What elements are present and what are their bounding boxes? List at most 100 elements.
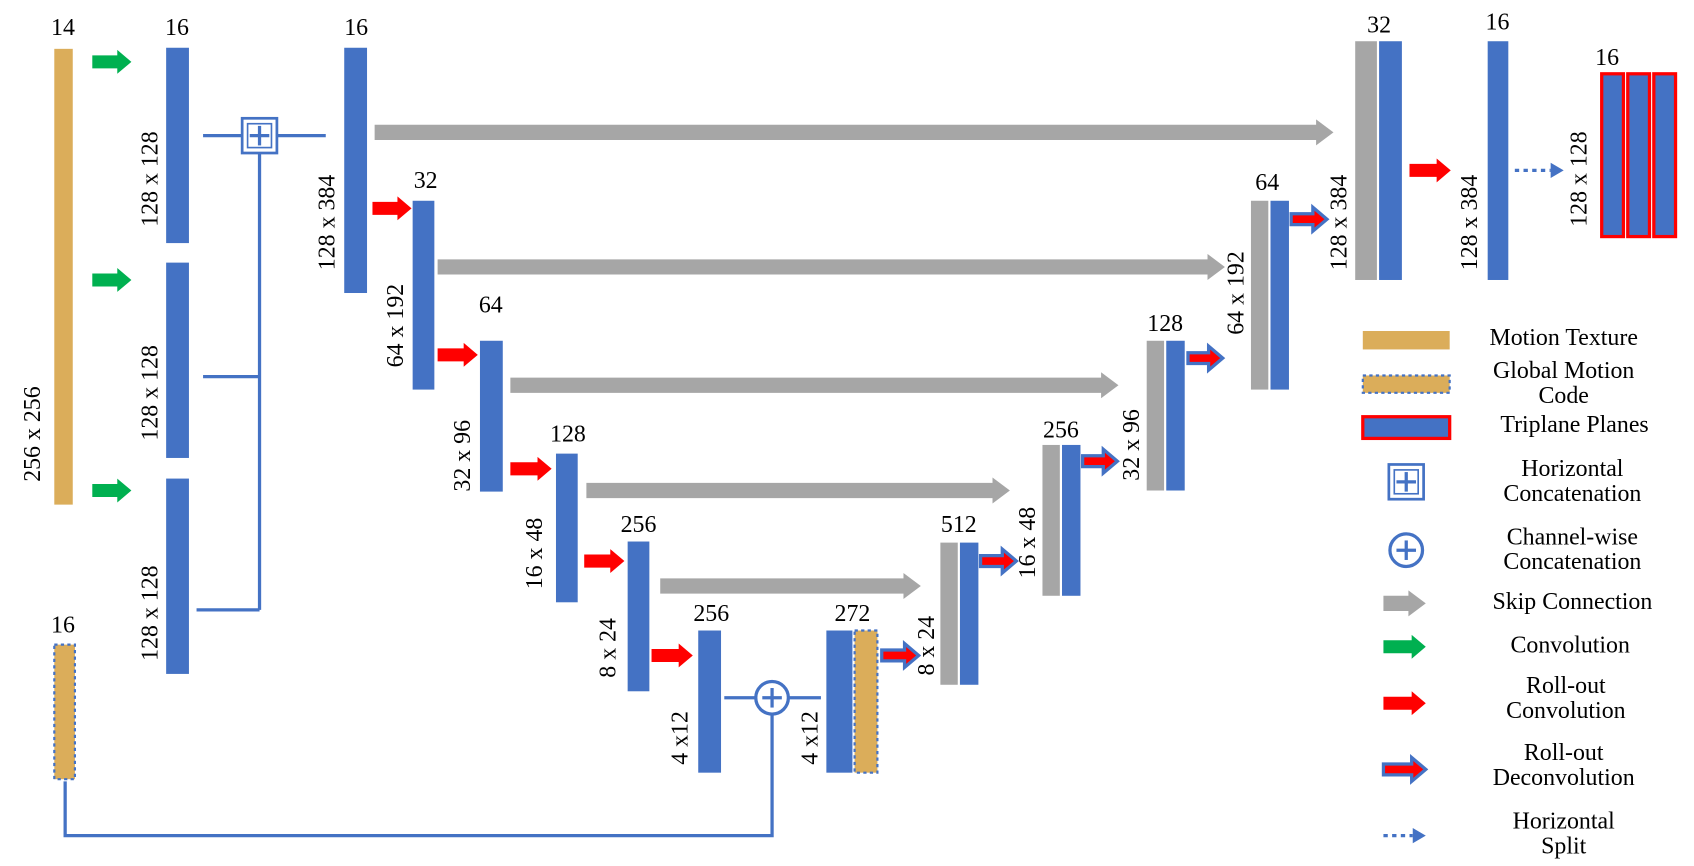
arrow-head: [1550, 162, 1564, 178]
label: 64 x 192: [383, 284, 409, 368]
concat-icon-inner: [1393, 469, 1419, 495]
arrow: [1186, 342, 1226, 374]
label: 32: [1367, 13, 1391, 39]
label: 256: [621, 512, 657, 538]
feature-block: [1062, 444, 1081, 596]
label: 256: [1043, 417, 1079, 443]
label: 256: [693, 601, 729, 627]
label: 128 x 128: [138, 131, 164, 227]
label: Concatenation: [1503, 549, 1641, 575]
label: 64: [479, 293, 503, 319]
label: 128 x 384: [1457, 175, 1483, 271]
arrow: [437, 253, 1225, 280]
arrow: [1289, 203, 1330, 235]
feature-block: [1250, 200, 1269, 390]
feature-block: [1652, 72, 1678, 239]
label: Roll-out: [1524, 740, 1604, 766]
arrow: [880, 640, 922, 671]
feature-block: [627, 541, 650, 692]
label: 128: [1147, 311, 1183, 337]
label: 4 x12: [798, 711, 824, 765]
feature-block: [555, 453, 578, 603]
arrow: [92, 49, 132, 74]
label: 512: [941, 512, 977, 538]
arrow: [584, 549, 625, 573]
label: 64: [1255, 170, 1279, 196]
label: 128: [550, 422, 586, 448]
feature-block: [54, 48, 73, 505]
label: Channel-wise: [1507, 524, 1638, 550]
feature-block: [1270, 200, 1289, 390]
label: Triplane Planes: [1500, 412, 1648, 438]
label: Global Motion: [1493, 358, 1634, 384]
arrow: [1409, 158, 1451, 183]
feature-block: [698, 630, 722, 773]
label: 128 x 384: [1327, 175, 1353, 271]
feature-block: [1166, 340, 1185, 491]
label: 16 x 48: [522, 518, 548, 590]
label: Convolution: [1510, 632, 1629, 658]
label: Concatenation: [1503, 481, 1641, 507]
arrow-head: [1412, 828, 1426, 844]
label: 64 x 192: [1223, 251, 1249, 335]
feature-block: [1626, 72, 1652, 239]
label: 128 x 128: [138, 345, 164, 441]
label: 16: [344, 15, 368, 41]
concat-icon-inner: [246, 122, 273, 149]
arrow: [437, 342, 478, 367]
feature-block: [1361, 374, 1451, 394]
label: 16: [1486, 9, 1510, 35]
feature-block: [1379, 41, 1402, 280]
feature-block: [853, 629, 879, 774]
feature-block: [959, 542, 979, 685]
arrow: [978, 545, 1019, 577]
feature-block: [1487, 41, 1509, 280]
label: 272: [835, 601, 871, 627]
feature-block: [166, 262, 189, 458]
arrow: [586, 477, 1010, 504]
arrow: [510, 456, 552, 481]
label: Horizontal: [1513, 809, 1615, 835]
feature-block: [53, 643, 77, 781]
label: 14: [51, 15, 75, 41]
label: 128 x 384: [315, 175, 341, 271]
arrow: [1383, 634, 1426, 659]
feature-block: [1146, 340, 1165, 491]
feature-block: [166, 478, 189, 674]
label: Split: [1541, 834, 1586, 860]
label: Skip Connection: [1492, 589, 1652, 615]
connector: [63, 715, 774, 838]
feature-block: [826, 630, 853, 773]
arrow: [660, 572, 921, 600]
label: 8 x 24: [596, 618, 622, 678]
feature-block: [1600, 72, 1626, 239]
arrow: [1383, 691, 1426, 716]
arrow: [372, 196, 412, 221]
label: 32 x 96: [450, 420, 476, 492]
feature-block: [1355, 41, 1377, 280]
label: Motion Texture: [1489, 325, 1637, 351]
arrow: [510, 372, 1119, 399]
arrow: [374, 119, 1334, 146]
arrow: [92, 268, 132, 292]
label: Deconvolution: [1493, 765, 1635, 791]
arrow: [1381, 753, 1429, 785]
arrow: [651, 643, 693, 668]
feature-block: [344, 47, 368, 294]
feature-block: [1361, 415, 1452, 441]
feature-block: [1362, 330, 1450, 350]
label: 32: [414, 168, 438, 194]
label: 16 x 48: [1015, 507, 1041, 579]
label: 8 x 24: [914, 616, 940, 676]
label: 16: [165, 15, 189, 41]
feature-block: [166, 47, 189, 244]
label: Horizontal: [1521, 456, 1623, 482]
feature-block: [940, 542, 958, 685]
arrow: [1383, 590, 1426, 617]
label: 128 x 128: [138, 565, 164, 661]
feature-block: [1042, 444, 1060, 596]
label: 32 x 96: [1119, 409, 1145, 481]
feature-block: [412, 200, 435, 390]
label: Roll-out: [1526, 673, 1606, 699]
